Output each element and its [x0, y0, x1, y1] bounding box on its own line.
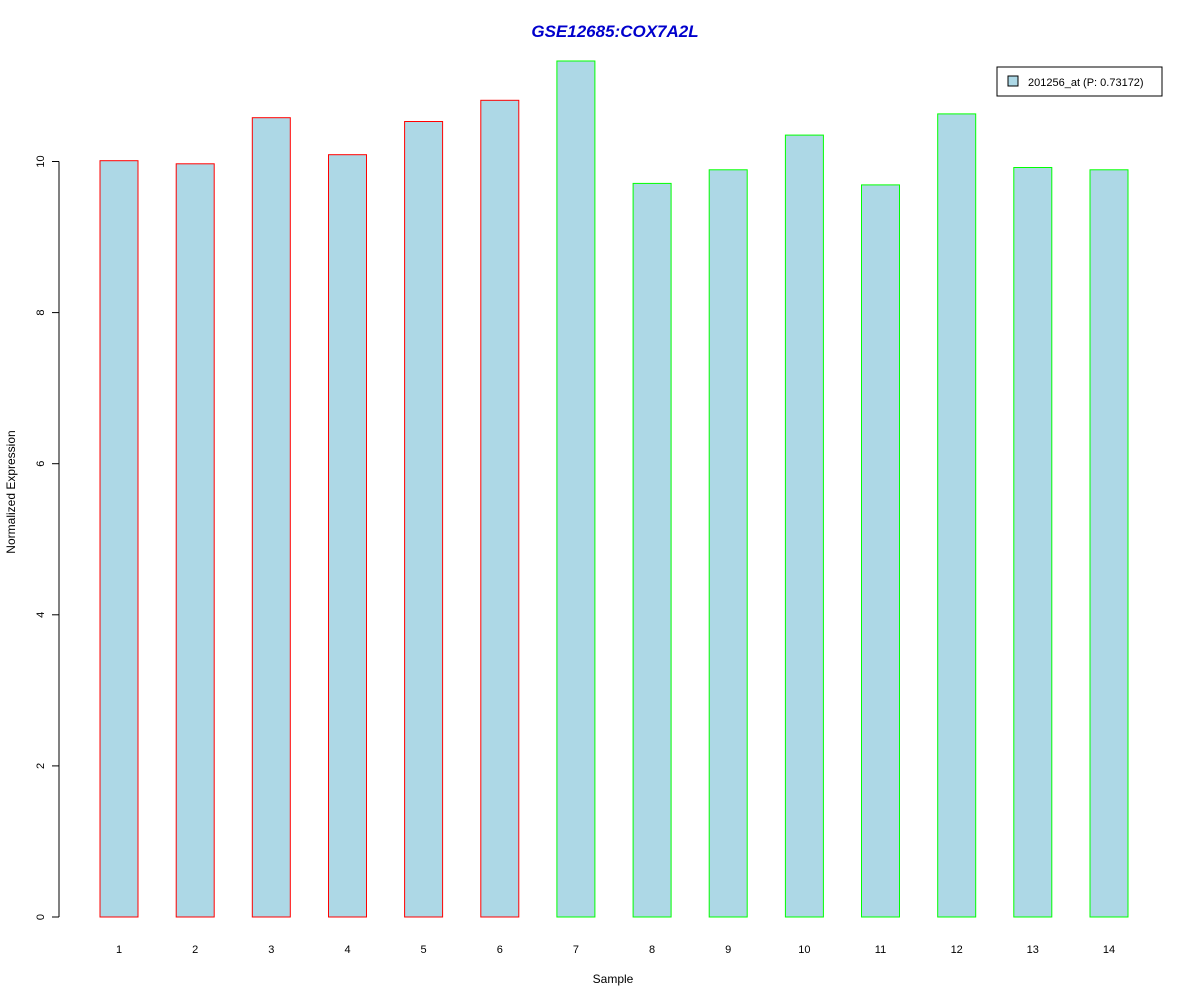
x-tick-label-10: 10 [798, 944, 810, 956]
legend-swatch [1007, 75, 1019, 87]
bar-4 [328, 154, 367, 918]
x-tick-label-12: 12 [951, 944, 963, 956]
bar-9 [708, 169, 748, 918]
x-tick-label-5: 5 [421, 944, 427, 956]
bar-8 [632, 182, 672, 918]
bar-10 [784, 134, 824, 918]
bar-3 [251, 117, 291, 918]
legend-label: 201256_at (P: 0.73172) [1028, 77, 1144, 89]
x-tick-label-7: 7 [573, 944, 579, 956]
y-tick-label-10: 10 [35, 155, 47, 167]
x-tick-label-13: 13 [1027, 944, 1039, 956]
bar-2 [175, 163, 215, 918]
x-tick-label-9: 9 [725, 944, 731, 956]
y-tick-label-4: 4 [35, 612, 47, 618]
y-tick-label-0: 0 [35, 914, 47, 920]
bar-14 [1089, 169, 1129, 918]
bar-6 [480, 99, 520, 918]
y-tick-label-6: 6 [35, 461, 47, 467]
x-tick-label-6: 6 [497, 944, 503, 956]
y-axis-title: Normalized Expression [4, 430, 18, 553]
chart-title: GSE12685:COX7A2L [531, 22, 698, 41]
x-tick-label-1: 1 [116, 944, 122, 956]
bar-12 [937, 113, 977, 918]
x-tick-label-4: 4 [344, 944, 350, 956]
y-tick-label-8: 8 [35, 310, 47, 316]
x-tick-label-8: 8 [649, 944, 655, 956]
x-axis: 1 2 3 4 5 6 7 8 9 10 11 12 13 14 [116, 944, 1115, 956]
x-tick-label-2: 2 [192, 944, 198, 956]
y-tick-label-2: 2 [35, 763, 47, 769]
bars-group [99, 60, 1129, 918]
y-axis: 0 2 4 6 8 10 [35, 155, 60, 920]
x-tick-label-11: 11 [875, 944, 886, 956]
bar-13 [1013, 167, 1053, 918]
bar-7 [556, 60, 596, 918]
x-tick-label-3: 3 [268, 944, 274, 956]
x-tick-label-14: 14 [1103, 944, 1115, 956]
bar-1 [99, 160, 139, 918]
bar-11 [861, 184, 900, 918]
legend-box [996, 66, 1163, 97]
bar-5 [404, 121, 444, 918]
x-axis-title: Sample [593, 972, 634, 986]
legend: 201256_at (P: 0.73172) [996, 66, 1163, 97]
